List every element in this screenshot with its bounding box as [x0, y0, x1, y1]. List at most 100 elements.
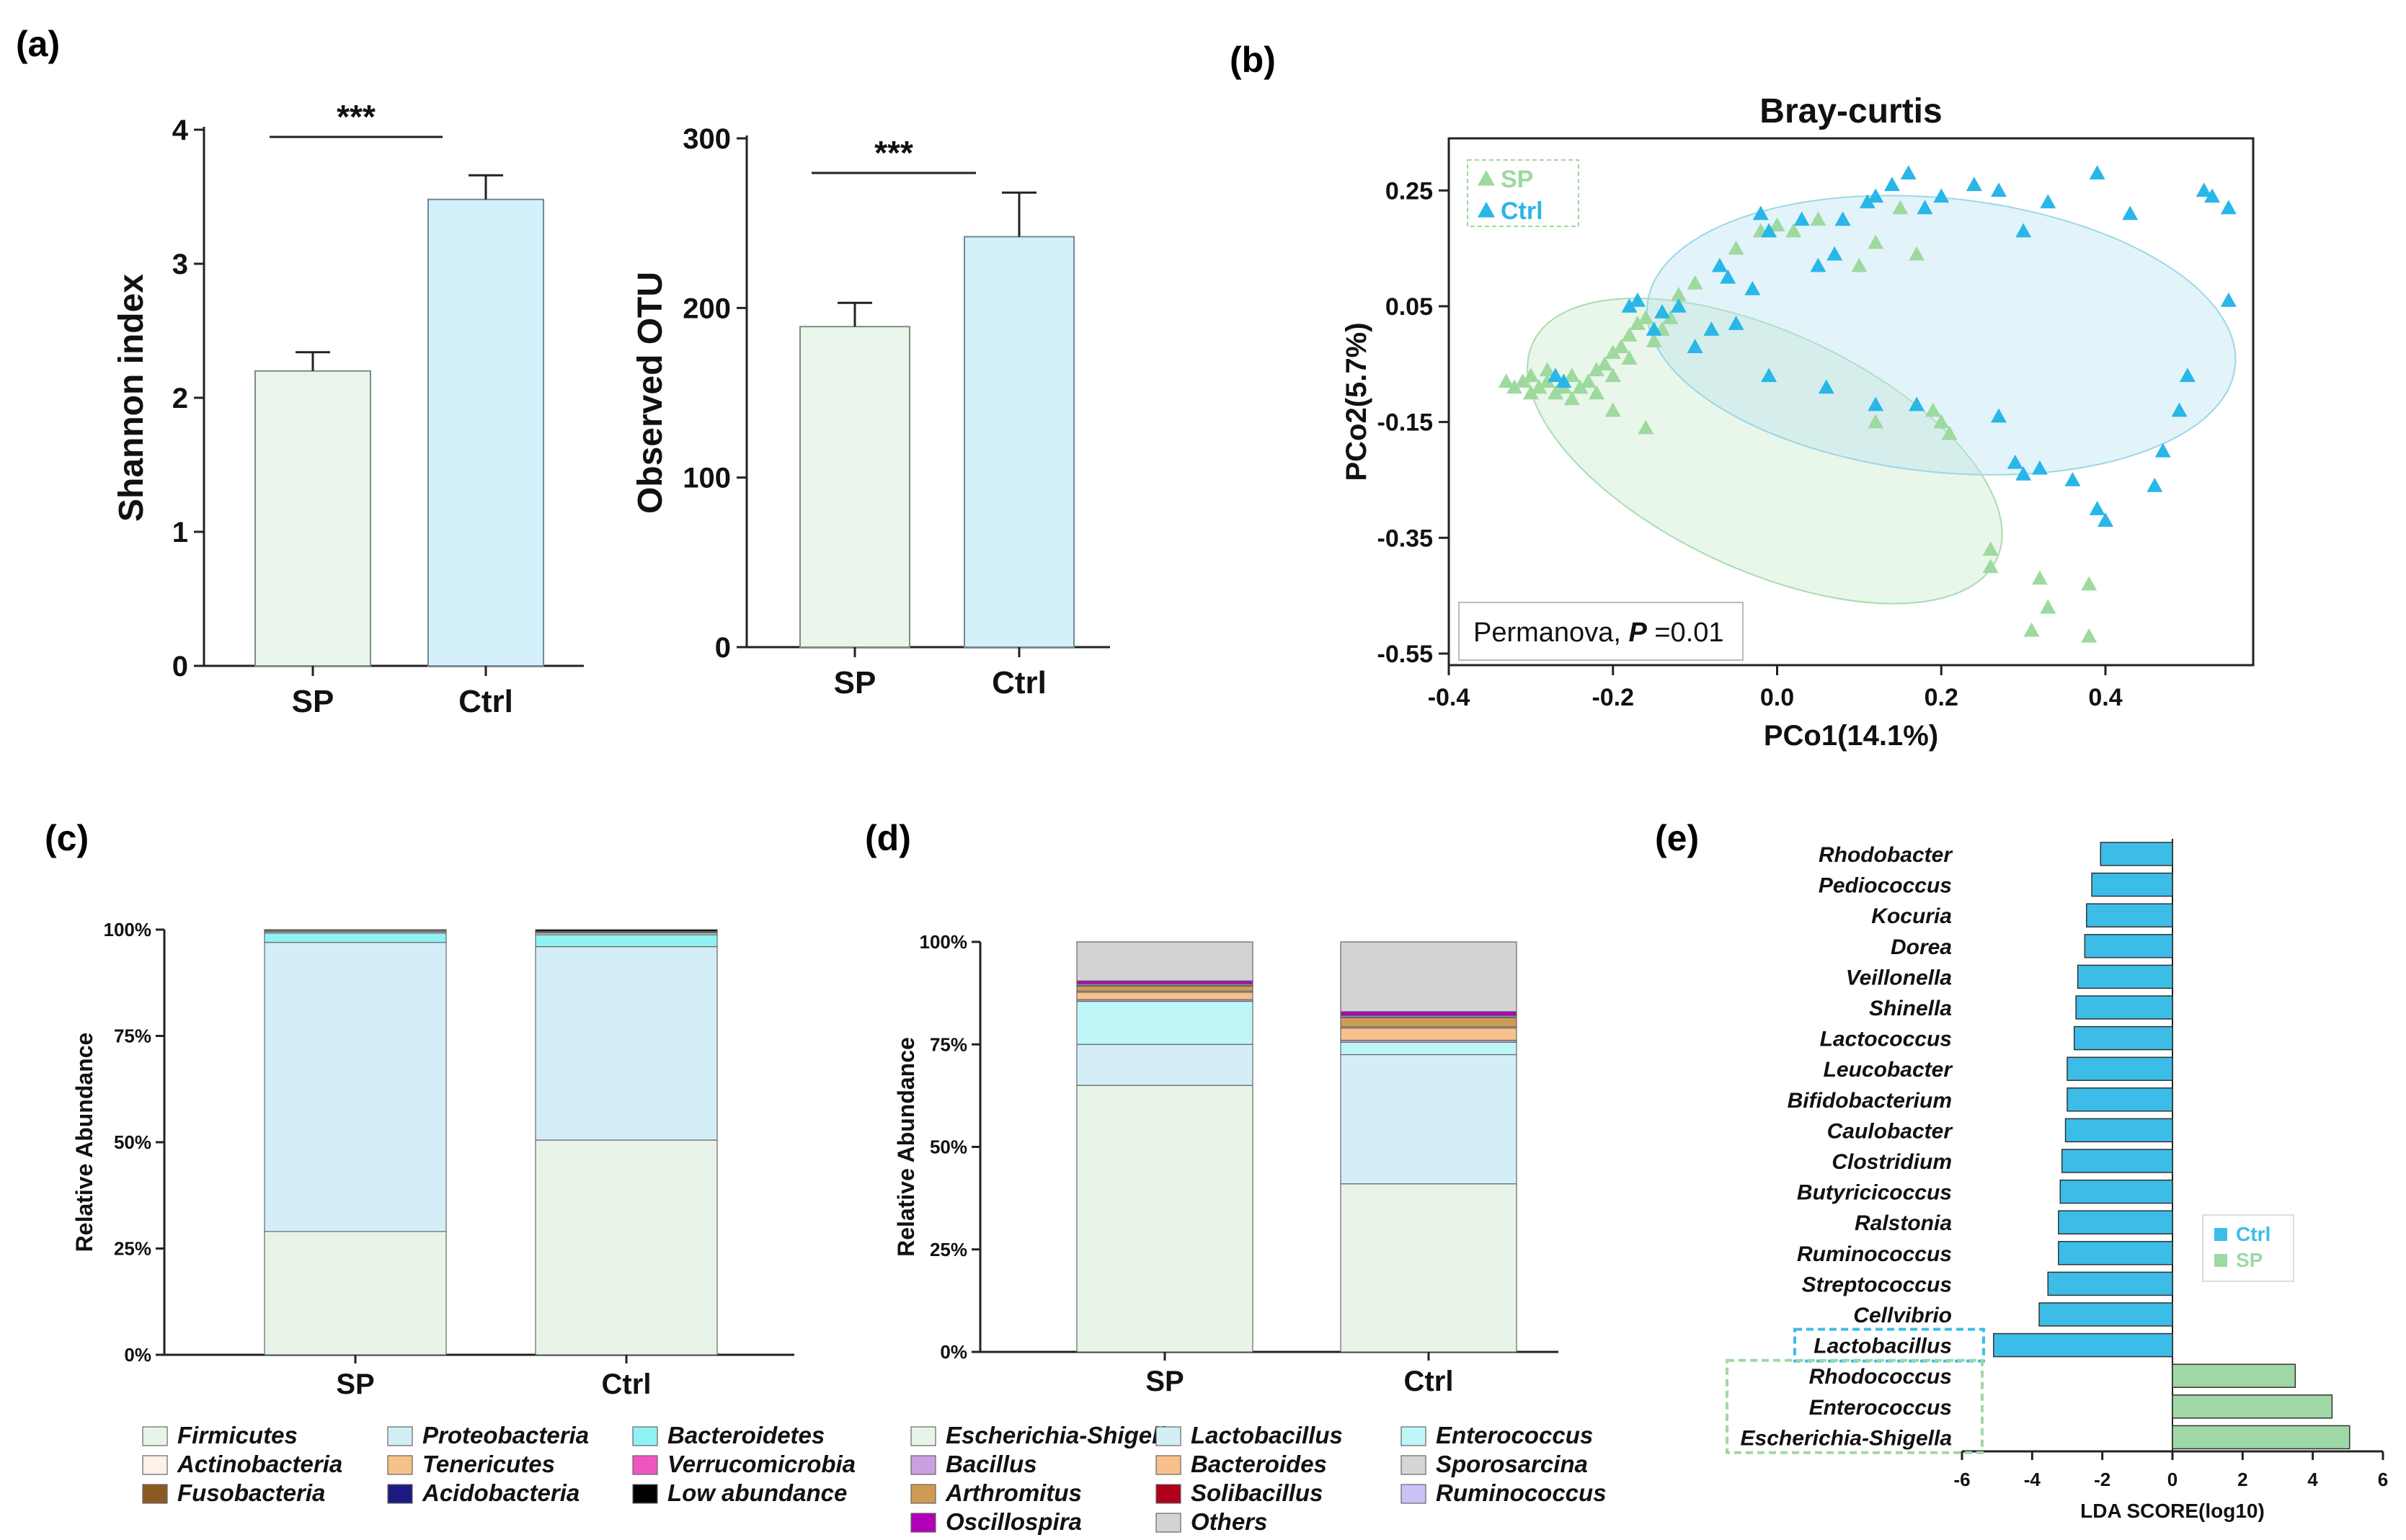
- lda-chart: -6 -4 -2 0 2 4 6 LDA SCORE(log10) Rhodobacter Ped…: [1726, 839, 2388, 1522]
- point-sp: [1662, 310, 1679, 324]
- y-tick-label: 300: [683, 123, 731, 155]
- otu-chart: 0 100 200 300 SP Ctrl *** Observed OTU: [631, 123, 1110, 700]
- y-tick-label: -0.15: [1377, 409, 1434, 437]
- permanova-annotation: Permanova, P =0.01: [1473, 618, 1724, 648]
- segment-bacteroides: [1340, 1027, 1517, 1041]
- point-sp: [1498, 373, 1514, 388]
- lda-bar-streptococcus: [2047, 1271, 2173, 1296]
- panel-label-c: (c): [45, 818, 89, 858]
- x-tick-label: -6: [1953, 1469, 1970, 1490]
- point-ctrl: [2171, 402, 2188, 417]
- point-ctrl: [1966, 177, 1982, 192]
- point-sp: [1982, 541, 1999, 556]
- point-ctrl: [1752, 205, 1769, 221]
- legend-label-ctrl: Ctrl: [1501, 197, 1543, 225]
- lda-label-cellvibrio: Cellvibrio: [1853, 1304, 1952, 1327]
- legend-swatch-fusobacteria: [142, 1484, 168, 1504]
- y-tick-label: 25%: [114, 1238, 151, 1260]
- point-sp: [1572, 379, 1589, 394]
- lda-label-pediococcus: Pediococcus: [1819, 874, 1952, 898]
- legend-label-sp: SP: [1501, 166, 1533, 193]
- y-tick-label: 50%: [114, 1131, 151, 1153]
- plot-frame: [1447, 137, 2255, 667]
- y-tick-label: 100%: [920, 931, 968, 953]
- x-tick-label: Ctrl: [602, 1368, 652, 1400]
- x-tick-label: -0.4: [1428, 684, 1470, 711]
- x-tick-label: SP: [1145, 1366, 1184, 1397]
- segment-escherichia-shigella: [1340, 1183, 1517, 1353]
- annotation-value: =0.01: [1647, 618, 1724, 648]
- point-ctrl: [2089, 165, 2105, 179]
- lda-bar-rhodobacter: [2100, 842, 2173, 866]
- legend-swatch-oscillospira: [910, 1513, 936, 1533]
- legend-label-lactobacillus: Lactobacillus: [1191, 1422, 1343, 1448]
- y-tick-label: 0%: [124, 1344, 151, 1366]
- point-sp: [1638, 419, 1654, 435]
- y-axis-title: PCo2(5.7%): [1341, 322, 1372, 481]
- point-ctrl: [2147, 477, 2163, 492]
- point-ctrl: [1933, 188, 1950, 203]
- x-tick-label: SP: [292, 684, 334, 719]
- legend-label-sporosarcina: Sporosarcina: [1436, 1451, 1588, 1477]
- segment-lactobacillus: [1340, 1054, 1517, 1185]
- legend-label-arthromitus: Arthromitus: [945, 1479, 1082, 1506]
- point-ctrl: [2040, 194, 2056, 209]
- point-ctrl: [1826, 246, 1843, 261]
- point-sp: [1687, 275, 1703, 290]
- y-tick-label: 100: [683, 463, 731, 494]
- point-sp: [1982, 558, 1999, 574]
- legend-swatch-ruminococcus: [1400, 1484, 1426, 1504]
- x-axis-title: PCo1(14.1%): [1764, 720, 1938, 752]
- legend-swatch-low-abundance: [632, 1484, 658, 1504]
- x-tick-label: SP: [336, 1368, 374, 1400]
- x-tick-label: 4: [2307, 1469, 2318, 1490]
- point-ctrl: [1703, 321, 1720, 336]
- annotation-prefix: Permanova,: [1473, 618, 1628, 648]
- point-ctrl: [1629, 292, 1646, 307]
- x-tick-label: Ctrl: [992, 665, 1047, 700]
- point-sp: [1629, 316, 1646, 330]
- legend-label-enterococcus: Enterococcus: [1436, 1422, 1593, 1448]
- legend-label-oscillospira: Oscillospira: [946, 1508, 1082, 1535]
- genus-chart: 0% 25% 50% 75% 100% SP Ctrl Relative Abundance E…: [893, 931, 1607, 1535]
- bar-sp: [799, 326, 910, 648]
- x-tick-label: -0.2: [1592, 684, 1634, 711]
- point-ctrl: [2064, 471, 2081, 486]
- point-ctrl: [1900, 165, 1917, 179]
- legend-box: [1467, 159, 1579, 227]
- lda-label-streptococcus: Streptococcus: [1802, 1273, 1952, 1296]
- point-ctrl: [2196, 182, 2212, 197]
- lda-bar-caulobacter: [2064, 1118, 2173, 1143]
- lda-bar-kocuria: [2086, 903, 2173, 927]
- segment-arthromitus: [1076, 985, 1253, 992]
- panel-label-e: (e): [1655, 818, 1699, 858]
- point-ctrl: [1687, 339, 1703, 353]
- segment-arthromitus: [1340, 1017, 1517, 1028]
- point-sp: [1548, 385, 1564, 400]
- legend-label-firmicutes: Firmicutes: [177, 1422, 298, 1448]
- lda-bar-dorea: [2084, 934, 2173, 958]
- point-ctrl: [2179, 368, 2196, 383]
- legend-swatch-proteobacteria: [387, 1426, 413, 1446]
- lda-label-bifidobacterium: Bifidobacterium: [1788, 1089, 1952, 1113]
- lda-label-clostridium: Clostridium: [1832, 1150, 1952, 1174]
- sp-ellipse: [1527, 297, 2003, 605]
- y-tick-label: 200: [683, 293, 731, 324]
- legend-marker-ctrl: [1478, 202, 1495, 218]
- point-ctrl: [2220, 292, 2237, 307]
- point-sp: [1868, 234, 1884, 249]
- lda-label-leucobacter: Leucobacter: [1824, 1058, 1954, 1082]
- shannon-chart: 0 1 2 3 4 SP Ctrl *** Shannon index: [112, 98, 584, 719]
- lda-label-escherichia-shigella: Escherichia-Shigella: [1741, 1426, 1952, 1450]
- y-axis-title: Observed OTU: [631, 272, 670, 514]
- y-tick-label: 3: [172, 249, 188, 280]
- y-tick-label: 50%: [930, 1136, 967, 1158]
- lda-label-veillonella: Veillonella: [1846, 966, 1952, 989]
- point-ctrl: [2154, 442, 2171, 458]
- legend-label-escherichia-shigella: Escherichia-Shigella: [946, 1422, 1178, 1448]
- lda-bar-butyricicoccus: [2059, 1179, 2173, 1204]
- point-sp: [1728, 240, 1744, 255]
- legend-label-proteobacteria: Proteobacteria: [422, 1422, 589, 1448]
- legend-swatch-bacteroidetes: [632, 1426, 658, 1446]
